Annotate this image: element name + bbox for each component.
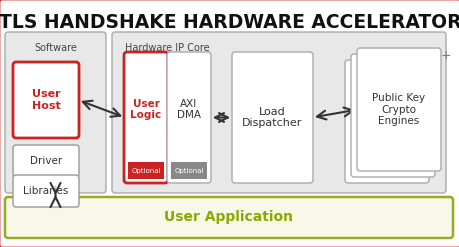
Text: Libraries: Libraries [23,186,68,196]
Text: Driver: Driver [30,156,62,166]
FancyBboxPatch shape [356,48,440,171]
Text: AXI
DMA: AXI DMA [177,99,201,120]
FancyBboxPatch shape [13,62,79,138]
FancyBboxPatch shape [344,60,428,183]
FancyBboxPatch shape [112,32,445,193]
FancyBboxPatch shape [124,52,168,183]
Text: User
Host: User Host [32,89,60,111]
FancyBboxPatch shape [5,32,106,193]
Text: Public Key
Crypto
Engines: Public Key Crypto Engines [372,93,425,126]
Text: TLS HANDSHAKE HARDWARE ACCELERATOR: TLS HANDSHAKE HARDWARE ACCELERATOR [0,13,459,32]
Bar [128,162,164,179]
FancyBboxPatch shape [13,175,79,207]
FancyBboxPatch shape [350,54,434,177]
FancyBboxPatch shape [231,52,312,183]
FancyBboxPatch shape [13,145,79,177]
Text: Optional: Optional [131,168,160,174]
Text: Hardware IP Core: Hardware IP Core [125,43,209,53]
Text: Optional: Optional [174,168,203,174]
Text: User Application: User Application [164,210,293,225]
FancyBboxPatch shape [5,197,452,238]
Text: +: + [440,49,451,62]
FancyBboxPatch shape [167,52,211,183]
Text: User
Logic: User Logic [130,99,161,120]
Bar [171,162,207,179]
Text: Software: Software [34,43,77,53]
Text: Load
Dispatcher: Load Dispatcher [242,107,302,128]
